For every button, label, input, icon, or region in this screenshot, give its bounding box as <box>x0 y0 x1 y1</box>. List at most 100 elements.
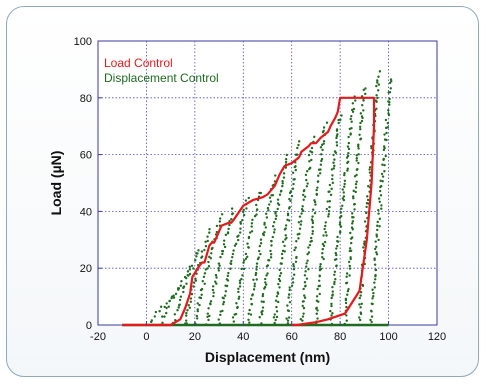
x-tick-label: 80 <box>334 331 346 343</box>
displacement-point <box>380 184 383 188</box>
displacement-point <box>372 294 375 298</box>
displacement-point <box>294 260 298 263</box>
displacement-point <box>276 207 279 211</box>
displacement-point <box>310 158 313 162</box>
displacement-point <box>203 248 206 252</box>
displacement-point <box>233 244 237 247</box>
displacement-point <box>361 103 364 107</box>
displacement-point <box>280 252 284 256</box>
displacement-point <box>188 272 192 276</box>
displacement-point <box>337 118 340 122</box>
displacement-point <box>222 300 226 304</box>
displacement-point <box>194 277 197 280</box>
displacement-point <box>286 322 290 325</box>
displacement-point <box>388 97 391 101</box>
displacement-point <box>330 304 333 308</box>
displacement-point <box>345 275 348 278</box>
displacement-point <box>375 235 379 238</box>
displacement-point <box>282 176 286 179</box>
displacement-point <box>325 207 328 211</box>
displacement-point <box>335 136 338 140</box>
displacement-segment-12 <box>299 121 329 327</box>
displacement-point <box>335 258 338 261</box>
displacement-point <box>210 252 213 255</box>
displacement-point <box>271 224 275 228</box>
displacement-point <box>362 246 365 249</box>
displacement-point <box>244 257 248 260</box>
displacement-point <box>349 117 352 121</box>
displacement-point <box>255 203 258 207</box>
displacement-point <box>342 191 345 194</box>
displacement-point <box>288 286 291 289</box>
displacement-point <box>331 285 334 289</box>
displacement-point <box>319 153 323 156</box>
displacement-point <box>359 291 363 294</box>
displacement-point <box>225 278 228 281</box>
displacement-point <box>264 283 268 286</box>
displacement-point <box>294 246 297 249</box>
displacement-point <box>287 316 291 319</box>
displacement-point <box>363 242 366 245</box>
displacement-point <box>281 184 284 188</box>
displacement-point <box>359 294 362 297</box>
displacement-point <box>331 174 334 177</box>
displacement-point <box>284 224 288 227</box>
displacement-point <box>295 153 299 156</box>
displacement-point <box>240 267 243 271</box>
displacement-point <box>284 160 288 164</box>
displacement-point <box>218 322 222 325</box>
displacement-point <box>311 215 314 218</box>
displacement-point <box>351 222 354 225</box>
displacement-point <box>330 322 334 326</box>
displacement-point <box>208 227 211 231</box>
displacement-point <box>299 223 302 226</box>
displacement-point <box>333 282 336 286</box>
displacement-point <box>343 182 346 186</box>
displacement-point <box>335 264 338 267</box>
x-tick-label: -20 <box>90 331 106 343</box>
displacement-point <box>176 309 179 312</box>
displacement-point <box>214 273 218 277</box>
displacement-point <box>341 204 344 208</box>
displacement-point <box>331 311 334 315</box>
displacement-point <box>380 172 384 176</box>
displacement-point <box>250 303 254 306</box>
displacement-point <box>332 167 336 170</box>
displacement-point <box>211 246 214 250</box>
displacement-point <box>355 156 358 160</box>
displacement-point <box>255 213 258 216</box>
displacement-point <box>359 112 363 115</box>
displacement-point <box>189 297 193 300</box>
displacement-point <box>289 190 293 193</box>
displacement-point <box>383 163 386 167</box>
displacement-point <box>381 175 385 178</box>
displacement-point <box>295 255 298 259</box>
displacement-point <box>303 274 307 277</box>
displacement-point <box>327 215 330 218</box>
displacement-point <box>297 143 300 147</box>
data-marks <box>122 70 393 327</box>
displacement-point <box>236 238 240 242</box>
displacement-point <box>285 236 288 240</box>
displacement-point <box>313 199 316 202</box>
displacement-point <box>360 302 363 305</box>
displacement-point <box>267 209 270 212</box>
displacement-point <box>213 280 217 283</box>
displacement-point <box>165 311 168 315</box>
displacement-point <box>224 233 228 237</box>
displacement-point <box>257 256 260 259</box>
displacement-point <box>345 314 348 317</box>
displacement-point <box>291 187 295 190</box>
displacement-point <box>237 297 240 300</box>
displacement-point <box>346 293 349 296</box>
displacement-point <box>352 189 355 193</box>
displacement-point <box>338 223 342 226</box>
displacement-point <box>238 281 242 285</box>
displacement-point <box>318 274 321 277</box>
displacement-point <box>150 319 154 322</box>
displacement-point <box>249 231 252 234</box>
displacement-point <box>338 221 342 224</box>
displacement-point <box>358 296 361 300</box>
displacement-point <box>185 319 188 322</box>
displacement-point <box>206 312 210 315</box>
